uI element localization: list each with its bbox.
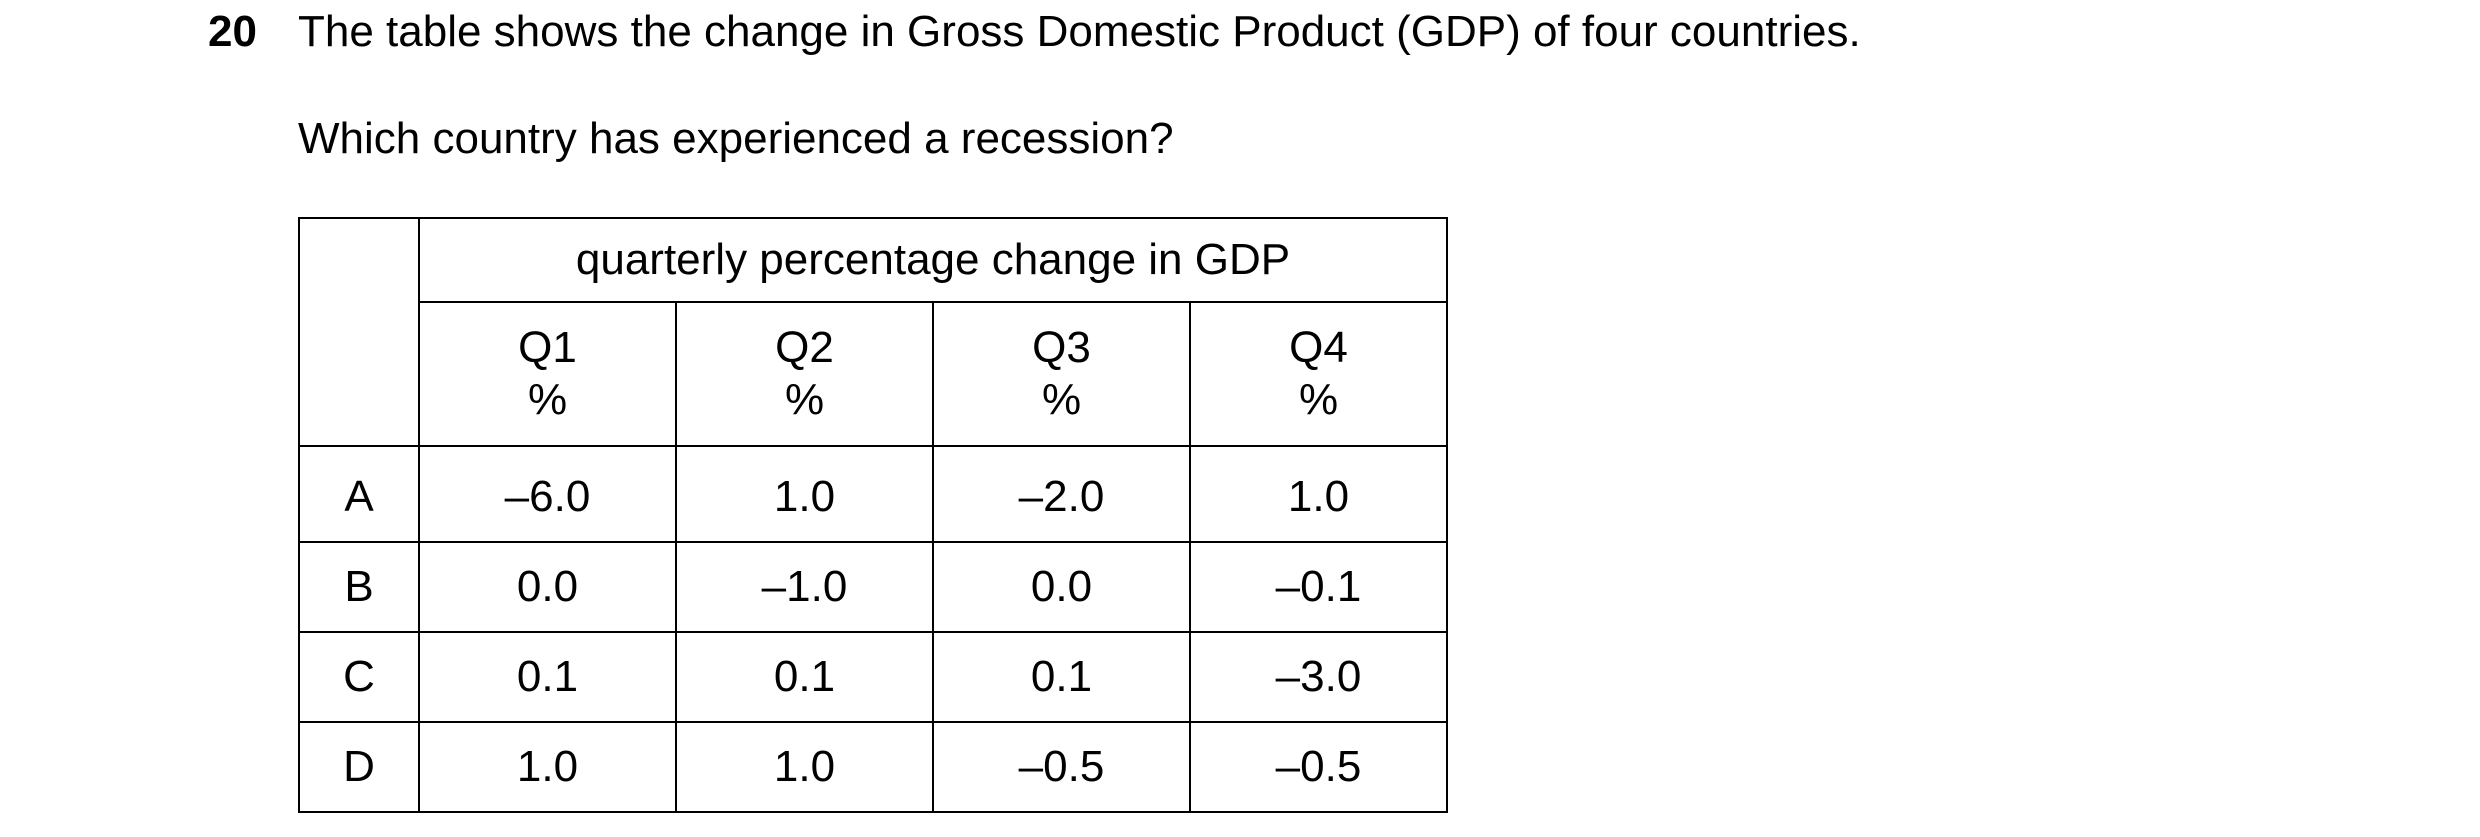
table-cell: 1.0 [418, 721, 677, 813]
row-label: B [298, 541, 420, 633]
question-number: 20 [208, 7, 257, 56]
column-header-unit: % [527, 375, 568, 424]
column-header-label: Q3 [1032, 323, 1091, 372]
row-label: D [298, 721, 420, 813]
table-cell: 0.1 [675, 631, 934, 723]
table-header-row: quarterly percentage change in GDP [298, 217, 1448, 447]
table-cell: –0.5 [932, 721, 1191, 813]
table-row: A –6.0 1.0 –2.0 1.0 [298, 445, 1448, 543]
table-cell: –1.0 [675, 541, 934, 633]
table-corner-cell [298, 217, 420, 447]
table-cell: 0.1 [932, 631, 1191, 723]
table-row: C 0.1 0.1 0.1 –3.0 [298, 631, 1448, 723]
table-cell: 1.0 [675, 445, 934, 543]
table-cell: 0.0 [418, 541, 677, 633]
table-cell: –0.5 [1189, 721, 1448, 813]
column-header-unit: % [1298, 375, 1339, 424]
table-cell: 0.1 [418, 631, 677, 723]
gdp-table: quarterly percentage change in GDP Q1 % … [298, 217, 1448, 813]
column-header-q3: Q3 % [932, 301, 1191, 447]
question-text: The table shows the change in Gross Dome… [298, 7, 1861, 56]
column-header-label: Q4 [1289, 323, 1348, 372]
question-prompt: Which country has experienced a recessio… [298, 114, 1174, 163]
table-row: B 0.0 –1.0 0.0 –0.1 [298, 541, 1448, 633]
table-cell: 1.0 [675, 721, 934, 813]
table-cell: –3.0 [1189, 631, 1448, 723]
table-cell: 0.0 [932, 541, 1191, 633]
row-label: C [298, 631, 420, 723]
column-header-q2: Q2 % [675, 301, 934, 447]
table-row: D 1.0 1.0 –0.5 –0.5 [298, 721, 1448, 813]
table-cell: –0.1 [1189, 541, 1448, 633]
table-cell: –2.0 [932, 445, 1191, 543]
column-header-q4: Q4 % [1189, 301, 1448, 447]
table-cell: –6.0 [418, 445, 677, 543]
column-header-label: Q1 [518, 323, 577, 372]
column-header-row: Q1 % Q2 % Q3 % Q4 % [299, 301, 1448, 447]
column-header-unit: % [784, 375, 825, 424]
column-header-q1: Q1 % [418, 301, 677, 447]
row-label: A [298, 445, 420, 543]
table-cell: 1.0 [1189, 445, 1448, 543]
group-header: quarterly percentage change in GDP [418, 217, 1448, 303]
column-header-unit: % [1041, 375, 1082, 424]
column-header-label: Q2 [775, 323, 834, 372]
